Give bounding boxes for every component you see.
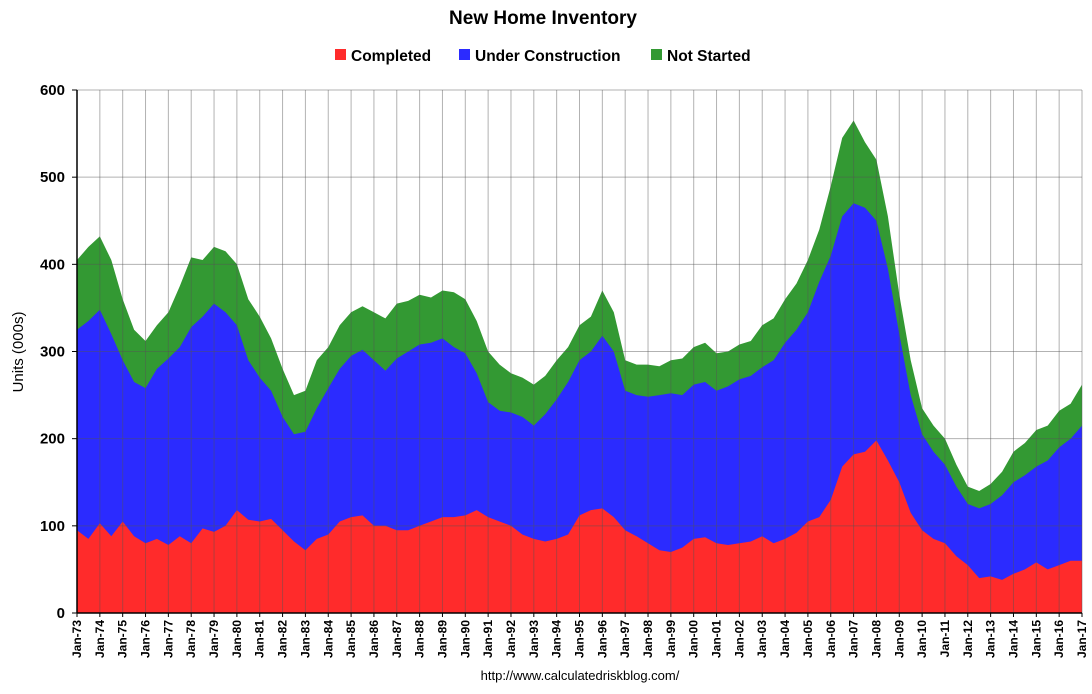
x-tick-label: Jan-75 xyxy=(116,620,130,658)
gridlines xyxy=(77,89,1083,613)
legend-swatch-completed xyxy=(335,49,346,60)
x-tick-label: Jan-97 xyxy=(618,620,632,658)
x-tick-label: Jan-07 xyxy=(847,620,861,658)
legend-label-not-started: Not Started xyxy=(667,48,751,65)
x-tick-label: Jan-12 xyxy=(961,620,975,658)
x-tick-label: Jan-15 xyxy=(1029,620,1043,658)
chart-title: New Home Inventory xyxy=(449,8,637,29)
x-tick-label: Jan-80 xyxy=(230,620,244,658)
y-tick-label: 200 xyxy=(40,431,65,448)
legend: Completed Under Construction Not Started xyxy=(335,48,751,65)
x-tick-label: Jan-16 xyxy=(1052,620,1066,658)
y-axis-label: Units (000s) xyxy=(10,312,27,393)
x-tick-label: Jan-94 xyxy=(550,620,564,658)
y-tick-label: 0 xyxy=(57,605,65,622)
x-tick-label: Jan-09 xyxy=(892,620,906,658)
x-tick-label: Jan-11 xyxy=(938,620,952,658)
x-tick-label: Jan-14 xyxy=(1006,620,1020,658)
x-tick-label: Jan-03 xyxy=(755,620,769,658)
x-tick-label: Jan-00 xyxy=(687,620,701,658)
x-tick-label: Jan-17 xyxy=(1075,620,1089,658)
x-ticks: Jan-73 Jan-74 Jan-75 Jan-76 Jan-77 Jan-78 Jan-… xyxy=(70,613,1089,658)
x-tick-label: Jan-77 xyxy=(161,620,175,658)
x-tick-label: Jan-91 xyxy=(481,620,495,658)
x-tick-label: Jan-08 xyxy=(869,620,883,658)
x-tick-label: Jan-79 xyxy=(207,620,221,658)
x-tick-label: Jan-82 xyxy=(276,620,290,658)
legend-swatch-under-construction xyxy=(459,49,470,60)
x-tick-label: Jan-76 xyxy=(139,620,153,658)
y-tick-label: 300 xyxy=(40,344,65,361)
x-tick-label: Jan-84 xyxy=(321,620,335,658)
x-tick-label: Jan-73 xyxy=(70,620,84,658)
y-tick-label: 500 xyxy=(40,169,65,186)
x-tick-label: Jan-74 xyxy=(93,620,107,658)
x-tick-label: Jan-88 xyxy=(413,620,427,658)
x-tick-label: Jan-04 xyxy=(778,620,792,658)
x-tick-label: Jan-92 xyxy=(504,620,518,658)
x-tick-label: Jan-06 xyxy=(824,620,838,658)
x-tick-label: Jan-85 xyxy=(344,620,358,658)
x-tick-label: Jan-02 xyxy=(732,620,746,658)
x-tick-label: Jan-83 xyxy=(298,620,312,658)
x-tick-label: Jan-95 xyxy=(573,620,587,658)
y-tick-label: 100 xyxy=(40,518,65,535)
x-tick-label: Jan-10 xyxy=(915,620,929,658)
x-tick-label: Jan-01 xyxy=(710,620,724,658)
x-tick-label: Jan-90 xyxy=(458,620,472,658)
y-tick-label: 400 xyxy=(40,256,65,273)
x-tick-label: Jan-93 xyxy=(527,620,541,658)
stacked-areas xyxy=(77,120,1082,614)
x-tick-label: Jan-96 xyxy=(595,620,609,658)
x-tick-label: Jan-98 xyxy=(641,620,655,658)
y-tick-label: 600 xyxy=(40,82,65,99)
x-tick-label: Jan-89 xyxy=(435,620,449,658)
x-tick-label: Jan-05 xyxy=(801,620,815,658)
legend-label-under-construction: Under Construction xyxy=(475,48,621,65)
legend-swatch-not-started xyxy=(651,49,662,60)
legend-label-completed: Completed xyxy=(351,48,431,65)
x-tick-label: Jan-78 xyxy=(184,620,198,658)
x-tick-label: Jan-99 xyxy=(664,620,678,658)
source-note: http://www.calculatedriskblog.com/ xyxy=(481,668,680,683)
x-tick-label: Jan-81 xyxy=(253,620,267,658)
x-tick-label: Jan-86 xyxy=(367,620,381,658)
y-ticks: 0 100 200 300 400 500 600 xyxy=(40,82,77,622)
x-tick-label: Jan-13 xyxy=(984,620,998,658)
x-tick-label: Jan-87 xyxy=(390,620,404,658)
area-completed xyxy=(77,440,1082,613)
